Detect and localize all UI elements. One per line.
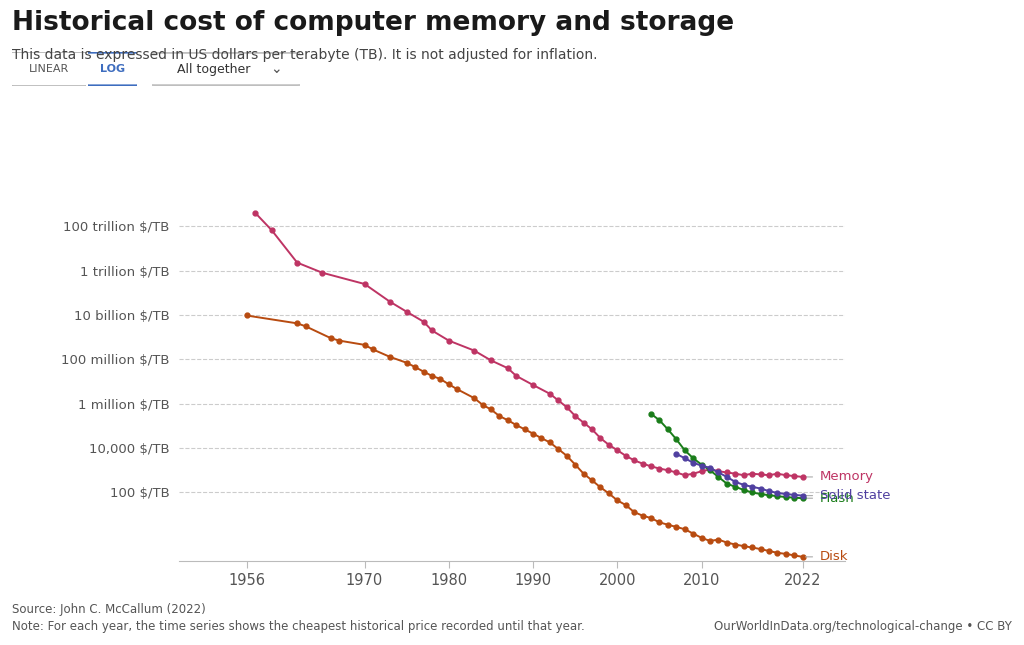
Text: Memory: Memory — [819, 470, 873, 484]
FancyBboxPatch shape — [85, 52, 140, 86]
Text: Historical cost of computer memory and storage: Historical cost of computer memory and s… — [12, 10, 734, 35]
FancyBboxPatch shape — [8, 52, 90, 86]
Text: Flash: Flash — [819, 491, 854, 505]
Text: Source: John C. McCallum (2022): Source: John C. McCallum (2022) — [12, 603, 206, 616]
Text: Our World
in Data: Our World in Data — [920, 24, 987, 54]
Text: Disk: Disk — [819, 550, 848, 563]
Text: Solid state: Solid state — [819, 489, 890, 502]
Text: LOG: LOG — [100, 64, 125, 74]
Text: All together: All together — [177, 63, 251, 75]
Text: ⌄: ⌄ — [270, 62, 282, 76]
Text: Note: For each year, the time series shows the cheapest historical price recorde: Note: For each year, the time series sho… — [12, 620, 585, 633]
Text: This data is expressed in US dollars per terabyte (TB). It is not adjusted for i: This data is expressed in US dollars per… — [12, 48, 598, 63]
Text: LINEAR: LINEAR — [29, 64, 70, 74]
FancyBboxPatch shape — [145, 53, 306, 85]
Text: OurWorldInData.org/technological-change • CC BY: OurWorldInData.org/technological-change … — [714, 620, 1012, 633]
